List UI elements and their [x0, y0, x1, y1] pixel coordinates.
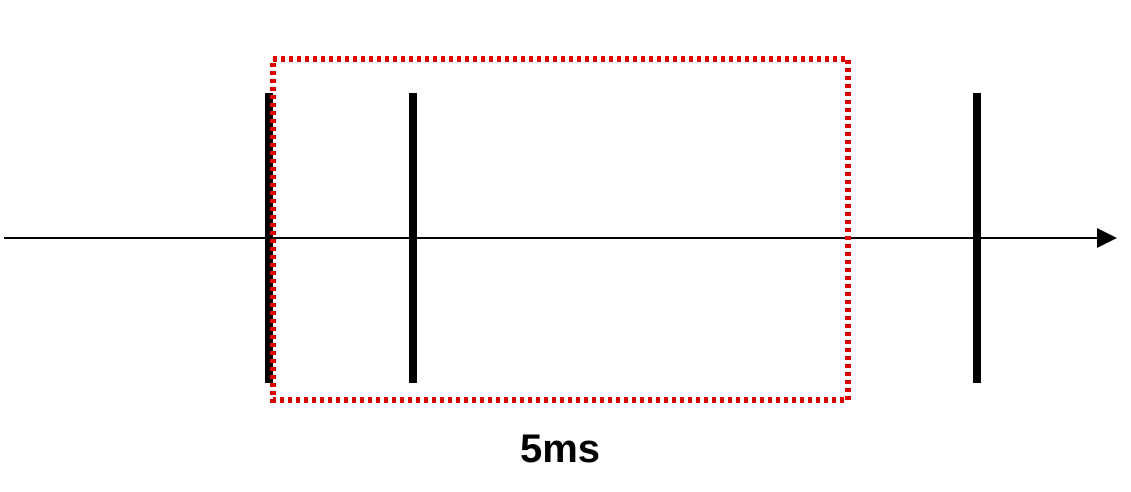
- time-axis-arrowhead: [1097, 228, 1117, 248]
- time-window-box: [270, 56, 851, 403]
- window-duration-label: 5ms: [520, 427, 600, 471]
